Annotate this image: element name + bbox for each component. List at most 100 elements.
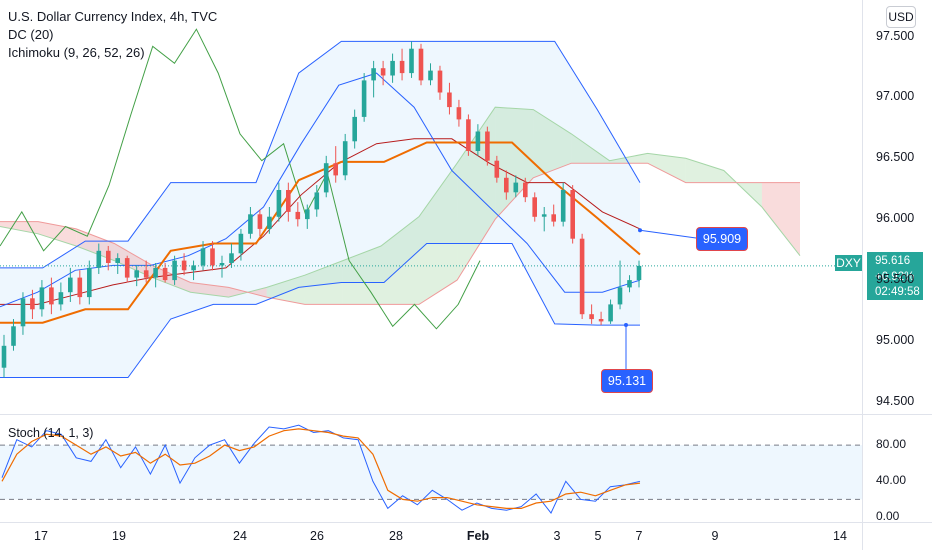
bar-countdown: 02:49:58 — [875, 286, 920, 298]
candle-body — [428, 70, 433, 81]
candle-body — [399, 60, 405, 74]
price-change-percent: +0.92% — [875, 270, 915, 283]
candle-body — [295, 211, 301, 220]
candle-body — [39, 287, 45, 310]
ichimoku-cloud-segment — [609, 153, 648, 164]
candle-body — [579, 238, 585, 315]
time-axis-tick: 14 — [833, 529, 847, 543]
price-axis-tick: 97.000 — [876, 89, 915, 104]
candle-body — [456, 107, 462, 120]
candle-body — [153, 267, 158, 278]
candle-body — [494, 160, 500, 178]
candle-body — [371, 68, 376, 81]
leading-span-a-line — [0, 106, 801, 298]
time-axis-tick: 9 — [711, 529, 719, 543]
candle-body — [636, 265, 642, 280]
candle-body — [608, 304, 613, 322]
price-axis-tick: 96.500 — [876, 150, 915, 165]
candle-body — [323, 163, 329, 193]
candle-body — [181, 260, 187, 271]
stochastic-indicator-label[interactable]: Stoch (14, 1, 3) — [8, 426, 94, 440]
time-axis-tick: 5 — [594, 529, 602, 543]
candle-body — [523, 182, 528, 198]
candle-body — [106, 250, 111, 263]
leading-span-b-line — [0, 162, 800, 305]
donchian-upper-line — [0, 40, 641, 269]
ichimoku-cloud-segment — [761, 182, 800, 256]
candle-body — [475, 131, 481, 151]
donchian-channel-fill — [0, 41, 640, 378]
candle-body — [87, 267, 92, 298]
stoch-axis-tick: 0.00 — [876, 509, 900, 524]
candle-body — [342, 141, 348, 176]
ichimoku-cloud-segment — [152, 265, 191, 293]
ichimoku-cloud-segment — [190, 282, 229, 298]
upper-price-callout: 95.909 — [696, 227, 748, 251]
ichimoku-cloud-segment — [647, 153, 686, 183]
time-axis-tick: Feb — [466, 529, 490, 543]
candle-body — [1, 345, 7, 368]
time-axis-tick: 3 — [553, 529, 561, 543]
candle-body — [257, 214, 263, 229]
candle-body — [286, 190, 291, 212]
time-axis-tick: 17 — [34, 529, 48, 543]
donchian-indicator-label[interactable]: DC (20) — [8, 27, 54, 42]
stoch-axis-tick: 80.00 — [876, 437, 907, 452]
candle-body — [305, 209, 310, 220]
candle-body — [248, 214, 253, 234]
last-price-label: 95.616 +0.92% 02:49:58 — [867, 252, 923, 300]
candle-body — [485, 131, 490, 161]
price-axis-tick: 97.500 — [876, 28, 915, 43]
ichimoku-cloud-segment — [571, 133, 610, 164]
candle-body — [134, 270, 139, 278]
price-axis-tick: 96.000 — [876, 211, 915, 226]
candle-body — [143, 270, 149, 278]
candle-body — [191, 265, 196, 271]
time-axis-tick: 19 — [112, 529, 126, 543]
candle-body — [551, 214, 556, 222]
candle-body — [504, 177, 509, 193]
ichimoku-cloud-segment — [38, 221, 77, 246]
symbol-label: DXY — [835, 255, 862, 271]
candle-body — [314, 192, 320, 210]
stoch-axis-tick: 40.00 — [876, 473, 907, 488]
candle-body — [30, 298, 35, 310]
upper-callout-leader — [639, 229, 697, 239]
candle-body — [541, 214, 547, 217]
stoch-d-line — [1, 428, 641, 509]
price-axis-tick: 95.000 — [876, 332, 915, 347]
last-price-value: 95.616 — [875, 255, 911, 267]
price-axis-tick: 95.500 — [876, 272, 915, 287]
candle-body — [589, 314, 594, 320]
candle-body — [333, 163, 338, 176]
candle-body — [418, 48, 424, 81]
ichimoku-cloud-segment — [76, 228, 115, 261]
candle-body — [276, 190, 282, 217]
ichimoku-indicator-label[interactable]: Ichimoku (9, 26, 52, 26) — [8, 45, 145, 60]
donchian-lower-line — [0, 243, 640, 378]
candle-body — [124, 258, 130, 278]
price-axis-tick: 94.500 — [876, 393, 915, 408]
ichimoku-cloud-segment — [381, 216, 419, 305]
tenkan-sen-line — [0, 72, 641, 308]
candle-body — [617, 287, 623, 305]
ichimoku-cloud-segment — [685, 158, 724, 183]
candle-body — [96, 250, 102, 268]
candle-body — [390, 60, 395, 76]
candle-body — [115, 258, 120, 263]
candle-body — [466, 119, 471, 151]
ichimoku-cloud-segment — [266, 275, 305, 305]
ichimoku-cloud-segment — [533, 109, 572, 178]
donchian-middle-line — [0, 141, 641, 324]
ichimoku-cloud-segment — [304, 260, 343, 305]
time-axis-tick: 7 — [635, 529, 643, 543]
lower-price-callout: 95.131 — [601, 369, 653, 393]
candle-body — [238, 233, 244, 254]
candle-body — [162, 267, 168, 281]
currency-button[interactable]: USD — [886, 6, 916, 28]
kijun-sen-line — [0, 138, 641, 305]
time-axis-tick: 24 — [233, 529, 247, 543]
candle-body — [68, 277, 73, 293]
candle-body — [219, 263, 225, 266]
